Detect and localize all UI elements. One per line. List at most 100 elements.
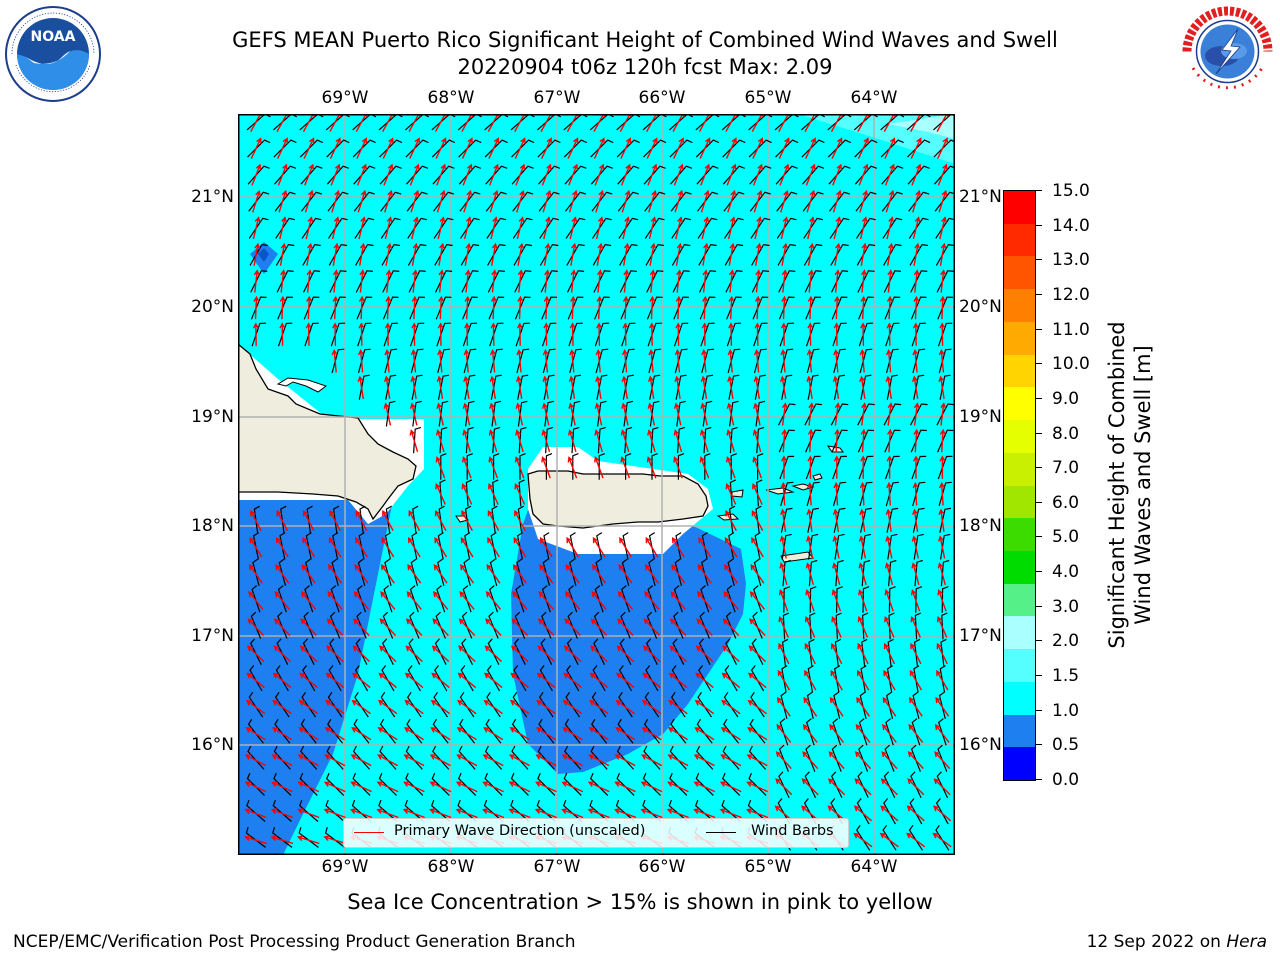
wave-direction-arrow bbox=[778, 137, 790, 159]
wave-direction-arrow bbox=[623, 269, 630, 293]
wave-direction-arrow bbox=[300, 591, 317, 610]
wave-direction-arrow bbox=[751, 536, 764, 558]
wave-direction-arrow bbox=[384, 189, 393, 213]
wind-barb bbox=[435, 611, 446, 639]
wind-barb bbox=[299, 772, 318, 796]
colorbar-segment bbox=[1004, 747, 1035, 781]
wind-barb bbox=[325, 772, 345, 796]
wind-barb bbox=[277, 611, 288, 639]
wave-direction-arrow bbox=[854, 778, 872, 796]
wind-barb bbox=[432, 718, 449, 744]
wind-barb bbox=[379, 139, 403, 158]
wave-direction-arrow bbox=[828, 751, 845, 770]
wave-direction-arrow bbox=[780, 216, 789, 240]
wind-barb bbox=[540, 638, 553, 665]
wave-direction-arrow bbox=[564, 591, 581, 610]
wave-direction-arrow bbox=[542, 375, 549, 400]
wave-direction-arrow bbox=[755, 269, 762, 293]
wind-barb bbox=[381, 638, 394, 665]
wave-direction-arrow bbox=[833, 348, 840, 373]
wind-barb bbox=[647, 322, 662, 347]
wave-direction-arrow bbox=[642, 645, 661, 663]
wind-barb bbox=[302, 665, 316, 692]
wave-height-map bbox=[238, 114, 955, 855]
wave-direction-arrow bbox=[456, 754, 478, 767]
wave-direction-arrow bbox=[490, 322, 497, 346]
wave-direction-arrow bbox=[273, 618, 291, 636]
wave-direction-arrow bbox=[728, 295, 735, 320]
wind-barb bbox=[300, 745, 318, 770]
wave-direction-arrow bbox=[833, 481, 840, 506]
wave-direction-arrow bbox=[563, 645, 582, 663]
wind-barb bbox=[861, 559, 871, 587]
wind-barb bbox=[828, 165, 851, 185]
wave-direction-arrow bbox=[938, 189, 948, 213]
wave-direction-arrow bbox=[833, 216, 842, 240]
wind-barb bbox=[756, 479, 763, 507]
wave-direction-arrow bbox=[377, 754, 399, 767]
wind-barb bbox=[677, 453, 685, 480]
wind-barb bbox=[357, 322, 372, 347]
wind-barb bbox=[858, 296, 874, 320]
wind-barb bbox=[646, 270, 664, 293]
wind-barb bbox=[409, 611, 420, 639]
wave-direction-arrow bbox=[352, 645, 371, 663]
wave-direction-arrow bbox=[806, 189, 816, 213]
wave-direction-arrow bbox=[725, 482, 737, 505]
wave-direction-arrow bbox=[564, 618, 581, 636]
wave-direction-arrow bbox=[541, 137, 553, 159]
wave-direction-arrow bbox=[780, 189, 789, 213]
map-band-3 bbox=[888, 114, 955, 139]
wind-barb bbox=[911, 718, 921, 746]
wave-direction-arrow bbox=[749, 591, 766, 610]
wind-barb bbox=[485, 165, 508, 185]
wave-direction-arrow bbox=[455, 808, 478, 819]
wind-barb bbox=[806, 481, 820, 507]
wave-direction-arrow bbox=[301, 564, 316, 584]
colorbar-segment bbox=[1004, 681, 1035, 716]
wind-barb bbox=[382, 611, 394, 639]
wind-barb bbox=[252, 558, 260, 586]
wind-barb bbox=[883, 771, 896, 799]
wind-barb bbox=[862, 586, 870, 613]
wave-direction-arrow bbox=[595, 216, 604, 240]
wind-barb bbox=[830, 270, 849, 293]
wave-direction-arrow bbox=[409, 163, 420, 186]
wind-barb bbox=[748, 772, 767, 796]
wind-barb bbox=[517, 505, 524, 533]
wind-barb bbox=[802, 165, 825, 185]
wind-barb bbox=[273, 139, 297, 158]
wave-direction-arrow bbox=[411, 322, 418, 346]
wave-direction-arrow bbox=[832, 535, 840, 559]
colorbar-tick-label: 11.0 bbox=[1052, 319, 1090, 340]
colorbar-tick-label: 1.5 bbox=[1052, 666, 1080, 687]
wind-barb bbox=[384, 348, 398, 374]
wind-barb bbox=[888, 612, 895, 640]
wave-direction-arrow bbox=[802, 751, 819, 770]
wind-barb bbox=[755, 400, 766, 427]
wind-barb bbox=[432, 745, 450, 770]
wind-barb bbox=[298, 827, 319, 848]
wave-direction-arrow bbox=[517, 269, 524, 293]
lat-left-16: 16°N bbox=[191, 735, 234, 755]
wave-direction-arrow bbox=[384, 322, 391, 346]
wave-direction-arrow bbox=[725, 137, 737, 159]
wave-direction-arrow bbox=[483, 699, 503, 715]
wave-direction-arrow bbox=[245, 727, 266, 741]
wave-direction-arrow bbox=[912, 508, 919, 532]
wind-barb bbox=[491, 505, 498, 533]
wind-barb bbox=[807, 374, 819, 400]
wave-direction-arrow bbox=[778, 589, 789, 612]
wind-barb bbox=[833, 348, 846, 374]
wave-direction-arrow bbox=[409, 402, 418, 426]
wave-direction-arrow bbox=[563, 672, 582, 689]
wind-barb bbox=[779, 322, 794, 347]
wave-direction-arrow bbox=[429, 781, 452, 793]
wind-barb bbox=[326, 745, 344, 770]
wind-barb bbox=[698, 243, 717, 266]
wave-direction-arrow bbox=[727, 375, 734, 400]
wind-barb bbox=[805, 296, 822, 320]
wave-direction-arrow bbox=[246, 645, 265, 663]
wave-direction-arrow bbox=[913, 428, 920, 453]
wind-barb bbox=[251, 322, 266, 347]
